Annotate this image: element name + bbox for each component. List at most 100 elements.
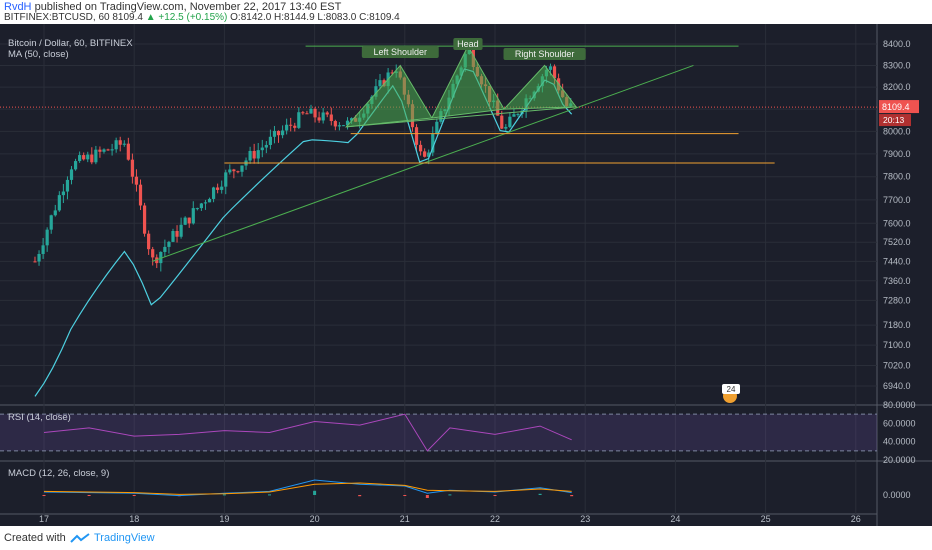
price-tick-label: 6940.0 xyxy=(883,381,911,391)
rsi-tick-label: 20.0000 xyxy=(883,455,916,465)
author-link[interactable]: RvdH xyxy=(4,1,32,13)
macd-histogram-bar xyxy=(538,493,542,495)
candle-body xyxy=(98,149,102,152)
tradingview-brand[interactable]: TradingView xyxy=(94,532,155,544)
candle-body xyxy=(305,113,309,115)
candle-body xyxy=(285,124,289,131)
macd-histogram-bar xyxy=(132,495,136,496)
candle-body xyxy=(325,112,329,115)
candle-body xyxy=(41,245,45,254)
candle-body xyxy=(423,151,427,157)
last-price-label: 8109.4 xyxy=(882,102,910,112)
price-tick-label: 7100.0 xyxy=(883,340,911,350)
candle-body xyxy=(183,217,187,225)
macd-histogram-bar xyxy=(268,494,271,496)
macd-legend: MACD (12, 26, close, 9) xyxy=(8,468,110,479)
time-tick-label: 25 xyxy=(761,514,771,524)
candle-body xyxy=(256,150,260,159)
candle-body xyxy=(232,169,236,172)
candle-body xyxy=(321,112,325,121)
candle-body xyxy=(297,112,301,128)
candle-body xyxy=(53,210,57,216)
candle-body xyxy=(268,136,273,145)
candle-body xyxy=(118,140,122,145)
candle-body xyxy=(508,116,512,127)
candle-body xyxy=(548,66,553,70)
candle-body xyxy=(431,133,435,153)
rsi-tick-label: 80.0000 xyxy=(883,400,916,410)
candle-body xyxy=(240,165,244,172)
macd-histogram-bar xyxy=(358,495,362,497)
publish-line: RvdH published on TradingView.com, Novem… xyxy=(4,1,341,13)
candle-body xyxy=(94,149,98,163)
price-tick-label: 7280.0 xyxy=(883,295,911,305)
macd-histogram-bar xyxy=(42,495,46,496)
candle-body xyxy=(102,149,106,152)
price-tick-label: 7360.0 xyxy=(883,276,911,286)
candle-body xyxy=(349,118,354,121)
candle-body xyxy=(82,155,86,160)
candle-body xyxy=(147,233,151,250)
candle-body xyxy=(138,184,143,206)
price-tick-label: 7900.0 xyxy=(883,149,911,159)
candle-body xyxy=(86,154,90,160)
change-label: ▲ +12.5 (+0.15%) xyxy=(145,12,228,23)
candle-body xyxy=(122,143,126,145)
candle-body xyxy=(224,172,228,187)
candle-body xyxy=(252,150,256,159)
macd-tick-label: 0.0000 xyxy=(883,490,911,500)
price-tick-label: 7440.0 xyxy=(883,256,911,266)
event-badge-label: 24 xyxy=(727,385,736,394)
price-tick-label: 7520.0 xyxy=(883,237,911,247)
candle-body xyxy=(329,114,333,122)
macd-histogram-bar xyxy=(448,494,452,496)
rsi-tick-label: 40.0000 xyxy=(883,437,916,447)
time-tick-label: 20 xyxy=(310,514,320,524)
candle-body xyxy=(171,231,175,242)
candle-body xyxy=(317,117,321,121)
price-tick-label: 7800.0 xyxy=(883,172,911,182)
last-price: 8109.4 xyxy=(112,12,143,23)
left-shoulder-label: Left Shoulder xyxy=(374,47,428,57)
candle-body xyxy=(301,112,305,114)
time-tick-label: 21 xyxy=(400,514,410,524)
candle-body xyxy=(345,120,350,126)
candle-body xyxy=(248,150,252,161)
time-tick-label: 24 xyxy=(670,514,680,524)
candle-body xyxy=(61,191,65,196)
candle-body xyxy=(110,149,114,151)
candle-body xyxy=(167,241,171,247)
candle-body xyxy=(106,149,110,151)
time-tick-label: 17 xyxy=(39,514,49,524)
candle-body xyxy=(374,86,378,97)
candle-body xyxy=(276,130,281,136)
head-shape xyxy=(430,45,505,119)
chart-canvas[interactable]: 17 18 19 20 21 22 23 24 25 26 8400.0 8300.0 8200.0 81… xyxy=(0,24,932,526)
head-label: Head xyxy=(457,39,479,49)
candle-body xyxy=(126,143,130,160)
countdown-tag xyxy=(879,114,911,127)
candle-body xyxy=(313,108,317,118)
main-legend: Bitcoin / Dollar, 60, BITFINEX xyxy=(8,38,133,49)
macd-histogram-bar xyxy=(403,495,407,496)
candle-body xyxy=(220,186,224,190)
macd-histogram-bar xyxy=(222,494,226,496)
rsi-line xyxy=(43,413,572,452)
candle-body xyxy=(228,169,232,173)
candle-body xyxy=(65,179,70,192)
footer: Created with TradingView xyxy=(0,526,932,550)
left-shoulder-label-bg xyxy=(361,46,439,58)
macd-line xyxy=(43,479,572,497)
candle-body xyxy=(216,187,220,190)
candle-body xyxy=(378,80,382,87)
candle-body xyxy=(264,144,268,148)
neckline xyxy=(346,106,577,128)
price-tick-label: 8000.0 xyxy=(883,126,911,136)
chart-area[interactable]: 17 18 19 20 21 22 23 24 25 26 8400.0 8300.0 8200.0 81… xyxy=(0,24,932,526)
candle-body xyxy=(187,217,191,224)
macd-histogram-bar xyxy=(570,495,574,497)
rsi-band xyxy=(0,414,877,451)
candle-body xyxy=(552,66,557,79)
right-shoulder-shape xyxy=(502,64,578,110)
candle-body xyxy=(289,124,293,126)
